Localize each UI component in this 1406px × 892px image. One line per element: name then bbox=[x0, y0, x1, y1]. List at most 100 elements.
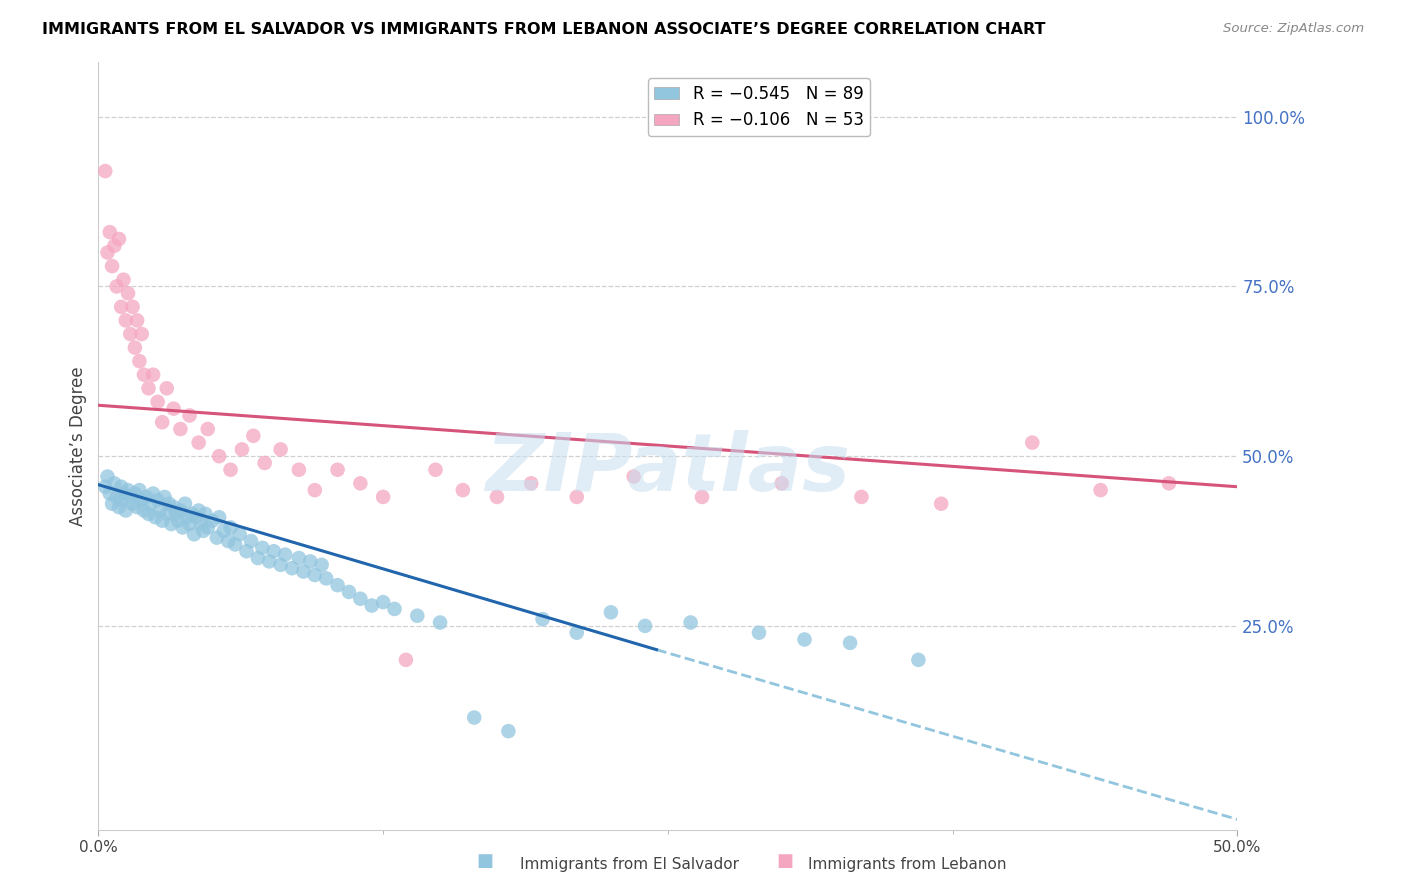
Point bbox=[246, 551, 269, 566]
Point bbox=[101, 259, 124, 273]
Point bbox=[172, 520, 194, 534]
Point bbox=[124, 341, 146, 355]
Point bbox=[242, 429, 264, 443]
Point bbox=[690, 490, 713, 504]
Point bbox=[1090, 483, 1112, 497]
Point bbox=[1157, 476, 1180, 491]
Point bbox=[169, 503, 191, 517]
Point bbox=[201, 514, 224, 528]
Point bbox=[219, 520, 242, 534]
Point bbox=[205, 531, 228, 545]
Point bbox=[263, 544, 285, 558]
Point bbox=[288, 463, 311, 477]
Point bbox=[138, 507, 160, 521]
Point bbox=[108, 500, 131, 514]
Point bbox=[162, 401, 184, 416]
Point bbox=[127, 500, 149, 514]
Point bbox=[623, 469, 645, 483]
Point bbox=[187, 503, 209, 517]
Point bbox=[565, 625, 588, 640]
Point bbox=[120, 490, 142, 504]
Point bbox=[131, 326, 153, 341]
Point bbox=[217, 534, 239, 549]
Point bbox=[114, 313, 136, 327]
Point bbox=[103, 476, 125, 491]
Y-axis label: Associate’s Degree: Associate’s Degree bbox=[69, 367, 87, 525]
Point bbox=[96, 245, 118, 260]
Point bbox=[117, 286, 139, 301]
Point bbox=[486, 490, 509, 504]
Point bbox=[360, 599, 382, 613]
Point bbox=[498, 724, 520, 739]
Point bbox=[371, 595, 394, 609]
Point bbox=[299, 554, 322, 568]
Point bbox=[679, 615, 702, 630]
Point bbox=[194, 507, 217, 521]
Point bbox=[384, 602, 406, 616]
Point bbox=[128, 354, 150, 368]
Point bbox=[174, 497, 197, 511]
Point bbox=[240, 534, 263, 549]
Point bbox=[169, 422, 191, 436]
Point bbox=[929, 497, 952, 511]
Point bbox=[183, 527, 205, 541]
Point bbox=[270, 442, 292, 457]
Point bbox=[208, 510, 231, 524]
Point bbox=[197, 520, 219, 534]
Point bbox=[156, 381, 179, 395]
Point bbox=[259, 554, 281, 568]
Point bbox=[231, 442, 253, 457]
Point bbox=[103, 238, 125, 252]
Point bbox=[165, 507, 187, 521]
Point bbox=[162, 500, 184, 514]
Point bbox=[600, 605, 623, 619]
Point bbox=[179, 409, 201, 423]
Point bbox=[160, 517, 183, 532]
Point bbox=[451, 483, 474, 497]
Point bbox=[463, 710, 485, 724]
Point bbox=[304, 568, 326, 582]
Point bbox=[105, 279, 128, 293]
Text: ■: ■ bbox=[477, 852, 494, 870]
Point bbox=[425, 463, 447, 477]
Point bbox=[311, 558, 333, 572]
Point bbox=[128, 483, 150, 497]
Text: Source: ZipAtlas.com: Source: ZipAtlas.com bbox=[1223, 22, 1364, 36]
Point bbox=[150, 514, 173, 528]
Point bbox=[146, 493, 169, 508]
Point bbox=[124, 486, 146, 500]
Text: IMMIGRANTS FROM EL SALVADOR VS IMMIGRANTS FROM LEBANON ASSOCIATE’S DEGREE CORREL: IMMIGRANTS FROM EL SALVADOR VS IMMIGRANT… bbox=[42, 22, 1046, 37]
Point bbox=[120, 326, 142, 341]
Point bbox=[212, 524, 235, 538]
Point bbox=[142, 486, 165, 500]
Point bbox=[132, 503, 155, 517]
Point bbox=[96, 469, 118, 483]
Point bbox=[304, 483, 326, 497]
Point bbox=[98, 225, 121, 239]
Point bbox=[252, 541, 274, 555]
Point bbox=[565, 490, 588, 504]
Point bbox=[349, 591, 371, 606]
Point bbox=[326, 578, 349, 592]
Point bbox=[531, 612, 554, 626]
Point bbox=[110, 300, 132, 314]
Point bbox=[94, 480, 117, 494]
Point bbox=[108, 232, 131, 246]
Point bbox=[190, 517, 212, 532]
Point bbox=[98, 486, 121, 500]
Point bbox=[281, 561, 304, 575]
Point bbox=[315, 571, 337, 585]
Text: Immigrants from El Salvador: Immigrants from El Salvador bbox=[520, 857, 740, 872]
Point bbox=[253, 456, 276, 470]
Point bbox=[228, 527, 250, 541]
Point bbox=[520, 476, 543, 491]
Point bbox=[149, 503, 172, 517]
Point bbox=[150, 415, 173, 429]
Point bbox=[406, 608, 429, 623]
Point bbox=[142, 368, 165, 382]
Point bbox=[146, 395, 169, 409]
Point bbox=[349, 476, 371, 491]
Point bbox=[179, 517, 201, 532]
Point bbox=[193, 524, 215, 538]
Point bbox=[907, 653, 929, 667]
